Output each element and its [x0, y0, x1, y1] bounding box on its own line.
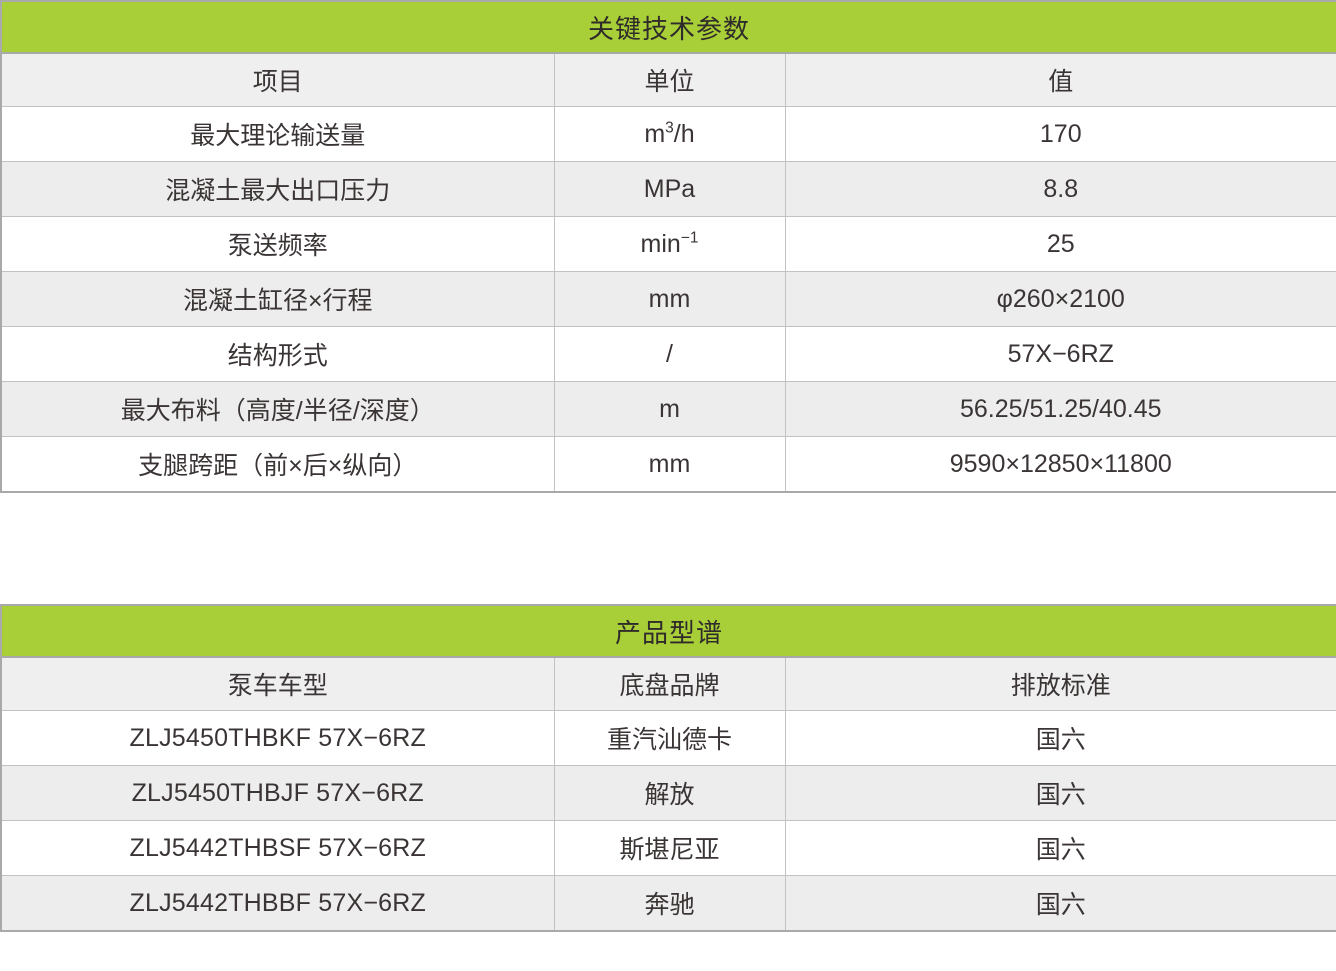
- param-value: 56.25/51.25/40.45: [784, 381, 1336, 437]
- emission-standard: 国六: [784, 875, 1336, 932]
- unit-base: m: [644, 119, 666, 148]
- table-row: 最大布料（高度/半径/深度） m 56.25/51.25/40.45: [0, 381, 1336, 437]
- unit-base: min: [640, 229, 681, 258]
- table-row: 最大理论输送量 m3/h 170: [0, 106, 1336, 162]
- column-header-emission: 排放标准: [784, 656, 1336, 711]
- chassis-brand: 重汽汕德卡: [553, 710, 786, 766]
- column-header-unit: 单位: [553, 52, 786, 107]
- unit-base: mm: [648, 449, 691, 478]
- chassis-brand: 解放: [553, 765, 786, 821]
- param-name: 混凝土缸径×行程: [0, 271, 555, 327]
- pump-truck-model: ZLJ5442THBBF 57X−6RZ: [0, 875, 555, 932]
- table-row: ZLJ5442THBBF 57X−6RZ 奔驰 国六: [0, 875, 1336, 932]
- param-name: 结构形式: [0, 326, 555, 382]
- unit-suffix: /h: [673, 119, 695, 148]
- column-header-value: 值: [784, 52, 1336, 107]
- chassis-brand: 奔驰: [553, 875, 786, 932]
- table-row: ZLJ5450THBJF 57X−6RZ 解放 国六: [0, 765, 1336, 821]
- param-name: 泵送频率: [0, 216, 555, 272]
- key-technical-parameters-table: 关键技术参数 项目 单位 值 最大理论输送量 m3/h 170 混凝土最大出口压…: [0, 0, 1336, 493]
- param-unit: m: [553, 381, 786, 437]
- table-title: 关键技术参数: [1, 1, 1336, 53]
- emission-standard: 国六: [784, 710, 1336, 766]
- emission-standard: 国六: [784, 765, 1336, 821]
- param-unit: min−1: [553, 216, 786, 272]
- unit-base: mm: [648, 284, 691, 313]
- table-row: 结构形式 / 57X−6RZ: [0, 326, 1336, 382]
- param-value: 9590×12850×11800: [784, 436, 1336, 493]
- table-title: 产品型谱: [1, 605, 1336, 657]
- column-header-row: 泵车车型 底盘品牌 排放标准: [0, 656, 1336, 711]
- column-header-chassis: 底盘品牌: [553, 656, 786, 711]
- table-title-row: 产品型谱: [1, 605, 1336, 657]
- param-unit: /: [553, 326, 786, 382]
- param-unit: mm: [553, 436, 786, 493]
- pump-truck-model: ZLJ5450THBKF 57X−6RZ: [0, 710, 555, 766]
- unit-superscript: 3: [665, 119, 674, 137]
- emission-standard: 国六: [784, 820, 1336, 876]
- param-unit: MPa: [553, 161, 786, 217]
- column-header-item: 项目: [0, 52, 555, 107]
- param-name: 支腿跨距（前×后×纵向）: [0, 436, 555, 493]
- table-separator-gap: [0, 493, 1336, 604]
- param-value: 8.8: [784, 161, 1336, 217]
- column-header-model: 泵车车型: [0, 656, 555, 711]
- table-row: 混凝土最大出口压力 MPa 8.8: [0, 161, 1336, 217]
- unit-base: m: [659, 394, 680, 423]
- param-value: 57X−6RZ: [784, 326, 1336, 382]
- table-row: ZLJ5450THBKF 57X−6RZ 重汽汕德卡 国六: [0, 710, 1336, 766]
- table-row: 泵送频率 min−1 25: [0, 216, 1336, 272]
- product-lineup-table: 产品型谱 泵车车型 底盘品牌 排放标准 ZLJ5450THBKF 57X−6RZ…: [0, 604, 1336, 932]
- table-title-row: 关键技术参数: [1, 1, 1336, 53]
- unit-base: /: [666, 339, 673, 368]
- pump-truck-model: ZLJ5442THBSF 57X−6RZ: [0, 820, 555, 876]
- table-row: ZLJ5442THBSF 57X−6RZ 斯堪尼亚 国六: [0, 820, 1336, 876]
- pump-truck-model: ZLJ5450THBJF 57X−6RZ: [0, 765, 555, 821]
- param-value: 170: [784, 106, 1336, 162]
- param-name: 混凝土最大出口压力: [0, 161, 555, 217]
- table-row: 支腿跨距（前×后×纵向） mm 9590×12850×11800: [0, 436, 1336, 493]
- param-value: φ260×2100: [784, 271, 1336, 327]
- unit-superscript: −1: [680, 229, 699, 247]
- table-row: 混凝土缸径×行程 mm φ260×2100: [0, 271, 1336, 327]
- param-value: 25: [784, 216, 1336, 272]
- param-unit: mm: [553, 271, 786, 327]
- param-name: 最大理论输送量: [0, 106, 555, 162]
- chassis-brand: 斯堪尼亚: [553, 820, 786, 876]
- column-header-row: 项目 单位 值: [0, 52, 1336, 107]
- param-name: 最大布料（高度/半径/深度）: [0, 381, 555, 437]
- unit-base: MPa: [643, 174, 696, 203]
- param-unit: m3/h: [553, 106, 786, 162]
